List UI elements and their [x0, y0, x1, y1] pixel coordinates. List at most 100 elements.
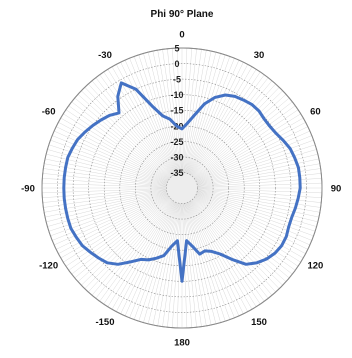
grid-spoke: [192, 83, 276, 177]
angle-tick-label: 30: [254, 50, 265, 61]
grid-spoke: [197, 190, 320, 213]
radial-tick-label: -10: [170, 90, 183, 100]
grid-spoke: [95, 77, 173, 176]
grid-spoke: [133, 56, 177, 174]
angle-tick-label: -120: [39, 261, 58, 272]
radial-tick-label: -15: [170, 106, 183, 116]
grid-ring: [150, 156, 214, 220]
angle-tick-label: -30: [98, 50, 112, 61]
grid-ring: [135, 141, 229, 235]
grid-spoke: [183, 48, 197, 173]
grid-spoke: [182, 48, 188, 173]
grid-spoke: [60, 195, 169, 259]
grid-spoke: [193, 97, 290, 179]
grid-ring: [88, 94, 276, 282]
polar-grid: [41, 47, 323, 329]
grid-spoke: [63, 196, 169, 263]
grid-spoke: [197, 189, 322, 203]
grid-spoke: [138, 54, 178, 174]
radial-tick-label: -30: [170, 152, 183, 162]
grid-spoke: [192, 199, 280, 289]
angle-tick-label: 120: [307, 261, 323, 272]
grid-spoke: [192, 87, 280, 177]
grid-spoke: [183, 49, 202, 173]
grid-spoke: [183, 203, 197, 328]
angle-tick-label: -150: [95, 317, 114, 328]
grid-ring: [72, 78, 292, 298]
angle-tick-label: -90: [21, 184, 35, 195]
grid-spoke: [197, 188, 322, 194]
grid-ring: [166, 172, 198, 204]
grid-spoke: [187, 58, 235, 174]
grid-spoke: [171, 203, 182, 328]
angle-tick-label: 60: [310, 107, 321, 118]
grid-spoke: [91, 199, 173, 296]
grid-spoke: [65, 196, 170, 267]
grid-spoke: [195, 122, 306, 181]
grid-spoke: [88, 83, 172, 177]
grid-spoke: [58, 195, 169, 254]
chart-title: Phi 90° Plane: [151, 9, 214, 20]
angle-tick-label: 0: [179, 30, 184, 41]
grid-spoke: [195, 195, 306, 254]
grid-spoke: [84, 199, 172, 289]
grid-spoke: [193, 198, 287, 282]
angle-tick-label: 90: [331, 184, 342, 195]
grid-spoke: [143, 202, 178, 323]
grid-spoke: [196, 193, 312, 241]
grid-spoke: [65, 109, 170, 180]
grid-spoke: [196, 135, 312, 183]
grid-spoke: [193, 90, 283, 178]
grid-spoke: [188, 60, 240, 174]
grid-spoke: [133, 202, 177, 320]
grid-spoke: [196, 139, 314, 183]
grid-spoke: [195, 195, 304, 259]
grid-spoke: [193, 198, 283, 286]
grid-ring: [57, 63, 307, 313]
grid-spoke: [42, 189, 167, 203]
grid-spoke: [138, 202, 178, 322]
grid-spoke: [58, 122, 169, 181]
grid-spoke: [196, 130, 310, 182]
grid-spoke: [152, 51, 180, 173]
grid-spoke: [91, 80, 173, 177]
grid-spoke: [68, 105, 170, 180]
radial-tick-label: 0: [174, 59, 179, 69]
radial-tick-label: 5: [174, 44, 179, 54]
grid-spoke: [103, 71, 174, 176]
grid-spoke: [60, 117, 169, 181]
grid-spoke: [95, 200, 173, 299]
grid-spoke: [195, 126, 308, 182]
grid-spoke: [192, 199, 276, 293]
radial-tick-label: -5: [173, 75, 181, 85]
grid-spoke: [197, 188, 322, 199]
grid-spoke: [188, 202, 240, 316]
grid-spoke: [182, 48, 193, 173]
center-disc: [166, 172, 198, 204]
grid-spoke: [196, 194, 310, 246]
grid-spoke: [197, 189, 321, 208]
angle-tick-label: -60: [42, 107, 56, 118]
grid-spoke: [189, 66, 253, 175]
grid-spoke: [189, 64, 248, 175]
grid-spoke: [56, 194, 169, 250]
grid-spoke: [184, 50, 207, 173]
outer-ring: [41, 47, 323, 329]
series-layer: [62, 81, 302, 283]
grid-spoke: [191, 199, 273, 296]
grid-spoke: [188, 62, 244, 175]
grid-ring: [119, 125, 245, 251]
grid-spoke: [182, 203, 193, 328]
grid-spoke: [187, 202, 235, 318]
grid-spoke: [63, 113, 169, 180]
grid-spoke: [193, 94, 287, 178]
grid-spoke: [197, 173, 322, 187]
radial-tick-label: -35: [170, 168, 183, 178]
angle-tick-label: 180: [174, 338, 190, 349]
grid-spoke: [187, 202, 231, 320]
grid-ring: [103, 109, 261, 267]
grid-spoke: [195, 194, 308, 250]
